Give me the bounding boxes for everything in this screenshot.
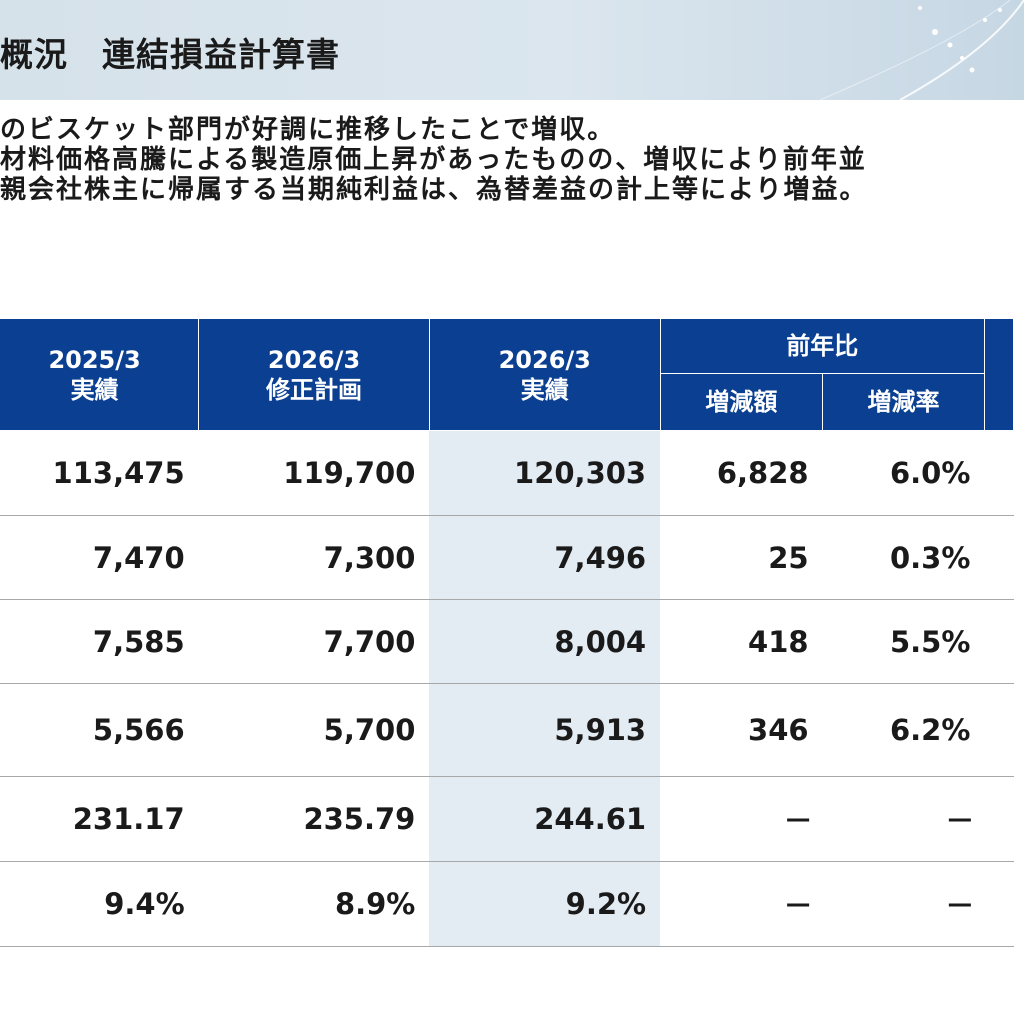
table-cell-highlight: 244.61 [429, 776, 661, 862]
table-row: 9.4% 8.9% 9.2% － － [0, 861, 1014, 947]
table-cell: 5.5% [822, 599, 985, 684]
table-cell: 25 [660, 515, 823, 600]
table-row: 7,585 7,700 8,004 418 5.5% [0, 599, 1014, 684]
decorative-arc-graphic [819, 0, 1024, 100]
table-cell: 235.79 [198, 776, 430, 862]
table-cell: 7,470 [0, 515, 199, 600]
column-header-cutoff [983, 318, 1015, 431]
table-cell: 9.4% [0, 861, 199, 947]
table-cell-highlight: 7,496 [429, 515, 661, 600]
page-title: 概況 連結損益計算書 [0, 35, 340, 74]
table-cell: 0.3% [822, 515, 985, 600]
table-cell: 6,828 [660, 430, 823, 516]
table-cell-cutoff [984, 861, 1014, 947]
table-cell-highlight: 8,004 [429, 599, 661, 684]
table-cell: 119,700 [198, 430, 430, 516]
summary-line: 材料価格高騰による製造原価上昇があったものの、増収により前年並 [0, 145, 867, 175]
column-header-label: 実績 [70, 375, 119, 404]
table-cell-cutoff [984, 430, 1014, 516]
table-cell: － [660, 776, 823, 862]
column-header-year: 2025/3 [48, 345, 141, 374]
table-cell: 6.0% [822, 430, 985, 516]
title-band: 概況 連結損益計算書 [0, 0, 1024, 100]
table-cell: － [822, 776, 985, 862]
table-cell: 5,566 [0, 683, 199, 777]
table-cell: 346 [660, 683, 823, 777]
summary-line: のビスケット部門が好調に推移したことで増収。 [0, 115, 616, 145]
table-row: 231.17 235.79 244.61 － － [0, 776, 1014, 862]
column-header-change-rate: 増減率 [822, 373, 985, 431]
column-header-label: 実績 [520, 375, 569, 404]
column-header-year: 2026/3 [498, 345, 591, 374]
table-row: 113,475 119,700 120,303 6,828 6.0% [0, 430, 1014, 516]
column-header-change-amount: 増減額 [659, 373, 824, 431]
column-header-label: 修正計画 [266, 375, 362, 404]
summary-text: のビスケット部門が好調に推移したことで増収。 材料価格高騰による製造原価上昇があ… [0, 115, 867, 205]
table-cell: 7,585 [0, 599, 199, 684]
table-cell: － [660, 861, 823, 947]
table-cell-highlight: 9.2% [429, 861, 661, 947]
table-cell-highlight: 120,303 [429, 430, 661, 516]
column-header-2026-actual: 2026/3 実績 [428, 318, 661, 431]
table-cell: － [822, 861, 985, 947]
table-cell: 231.17 [0, 776, 199, 862]
table-cell-cutoff [984, 599, 1014, 684]
column-header-2025-actual: 2025/3 実績 [0, 318, 200, 431]
column-header-year: 2026/3 [267, 345, 361, 374]
table-cell-cutoff [984, 683, 1014, 777]
table-cell: 418 [660, 599, 823, 684]
table-cell-cutoff [984, 776, 1014, 862]
table-cell: 6.2% [822, 683, 985, 777]
summary-line: 親会社株主に帰属する当期純利益は、為替差益の計上等により増益。 [0, 175, 868, 205]
column-group-yoy: 前年比 [659, 318, 985, 374]
table-cell: 5,700 [198, 683, 430, 777]
table-cell-cutoff [984, 515, 1014, 600]
table-cell: 113,475 [0, 430, 199, 516]
table-row: 5,566 5,700 5,913 346 6.2% [0, 683, 1014, 777]
table-row: 7,470 7,300 7,496 25 0.3% [0, 515, 1014, 600]
table-cell-highlight: 5,913 [429, 683, 661, 777]
income-statement-table: 2025/3 実績 2026/3 修正計画 2026/3 実績 前年比 増減額 … [0, 318, 1015, 947]
table-cell: 8.9% [198, 861, 430, 947]
table-cell: 7,700 [198, 599, 430, 684]
table-cell: 7,300 [198, 515, 430, 600]
column-header-2026-plan: 2026/3 修正計画 [198, 318, 430, 431]
